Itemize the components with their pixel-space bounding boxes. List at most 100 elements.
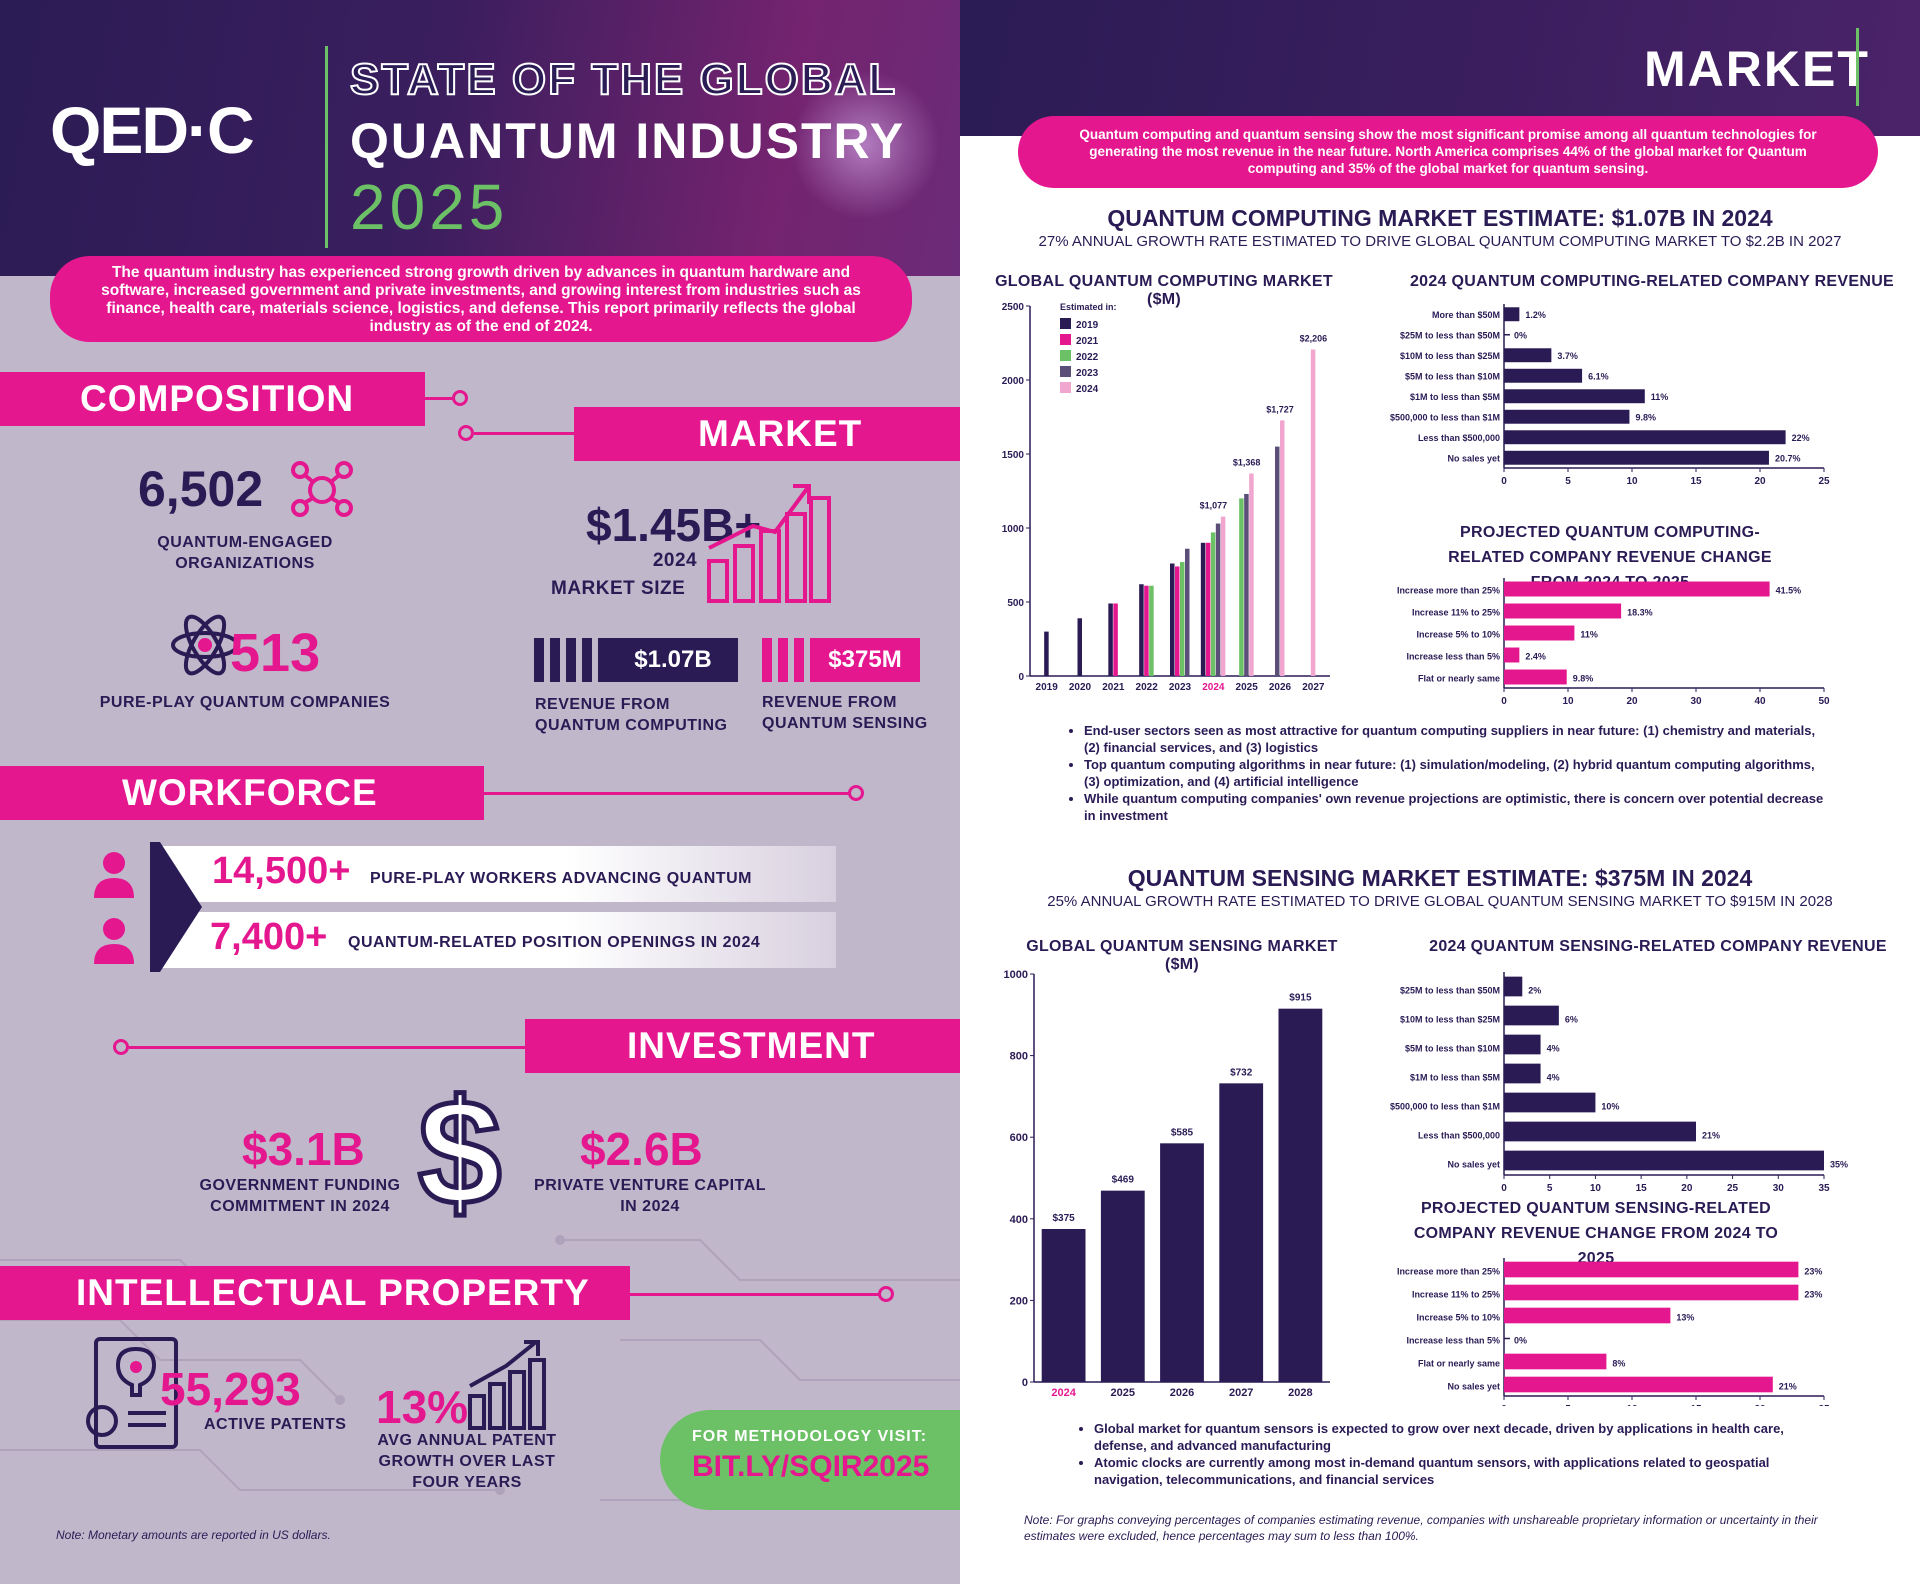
data-label: 11% [1580,629,1598,639]
qc-market-chart-title: GLOBAL QUANTUM COMPUTING MARKET ($M) [995,273,1333,308]
data-label: $469 [1112,1175,1135,1186]
data-label: 23% [1804,1289,1822,1299]
patent-icon [86,1337,178,1449]
data-label: 0% [1514,1335,1527,1345]
bar [1504,307,1520,322]
y-tick-label: 1500 [1002,450,1025,461]
x-tick-label: 0 [1501,1404,1507,1406]
category-label: Increase less than 5% [1406,1335,1500,1345]
data-label: 4% [1547,1043,1560,1053]
qc-section-title: QUANTUM COMPUTING MARKET ESTIMATE: $1.07… [1107,205,1773,231]
x-tick-label: 2027 [1229,1387,1253,1399]
left-note: Note: Monetary amounts are reported in U… [56,1528,331,1542]
qs-revenue-label: REVENUE FROM QUANTUM SENSING [762,694,928,732]
data-label: 35% [1830,1159,1848,1169]
bar [1504,647,1520,663]
qs-bullet: Global market for quantum sensors is exp… [1094,1420,1838,1454]
dollar-icon: $ [415,1068,503,1236]
bar [1205,542,1211,676]
patent-growth-value: 13% [376,1381,469,1433]
legend-swatch [1060,382,1071,393]
orgs-value: 6,502 [138,461,264,517]
category-label: Flat or nearly same [1418,1358,1500,1368]
category-label: $1M to less than $5M [1410,392,1500,402]
qc-bullet: While quantum computing companies' own r… [1084,790,1828,824]
bar [1077,618,1082,676]
bar [1504,581,1770,597]
patents-value: 55,293 [160,1363,301,1415]
bar [1504,1063,1541,1084]
header-divider [325,46,328,248]
category-label: Increase 5% to 10% [1416,1312,1500,1322]
category-label: $25M to less than $50M [1400,985,1500,995]
x-tick-label: 0 [1501,1183,1507,1194]
qc-bullet-list: End-user sectors seen as most attractive… [1068,722,1828,824]
bar [1200,542,1206,676]
data-label: 18.3% [1627,607,1653,617]
workers-row [160,846,836,902]
title-line2: QUANTUM INDUSTRY [350,113,906,169]
y-tick-label: 500 [1007,598,1024,609]
qc-bullet: End-user sectors seen as most attractive… [1084,722,1828,756]
data-label: 41.5% [1776,585,1802,595]
qc-market-chart: 0 500 1000 1500 2000 2500 2019 2020 2021 2022 2023… [1002,302,1330,693]
x-tick-label: 30 [1690,696,1702,707]
data-label: 9.8% [1635,413,1656,423]
vc-value: $2.6B [580,1123,703,1175]
x-tick-label: 2026 [1269,682,1292,693]
category-label: Increase 11% to 25% [1412,607,1500,617]
y-tick-label: 400 [1010,1214,1028,1226]
legend-label: 2024 [1076,384,1099,395]
vc-label: PRIVATE VENTURE CAPITAL IN 2024 [534,1177,766,1215]
bar [1185,548,1190,676]
chevron-decor [150,842,202,972]
bar [1504,1092,1596,1113]
x-tick-label: 5 [1565,1404,1571,1406]
qs-company-revenue-title: 2024 QUANTUM SENSING-RELATED COMPANY REV… [1429,938,1887,955]
bar [1504,450,1769,465]
category-label: $10M to less than $25M [1400,351,1500,361]
infographic-left-panel: QED·C STATE OF THE GLOBAL QUANTUM INDUST… [0,0,960,1584]
bar [1215,523,1221,676]
bar [1504,1284,1799,1301]
data-label: $2,206 [1300,334,1328,344]
x-tick-label: 0 [1501,476,1507,487]
x-tick-label: 20 [1626,696,1638,707]
category-label: More than $50M [1432,310,1500,320]
bar [1100,1190,1145,1382]
bar [1504,976,1523,997]
ip-heading: INTELLECTUAL PROPERTY [0,1266,630,1320]
qc-projected-change-chart: 0 10 20 30 40 50 Increase more than 25% 41.5% In… [1397,578,1830,707]
legend-swatch [1060,350,1071,361]
person-icon [94,918,134,964]
x-tick-label: 2024 [1202,682,1225,693]
openings-row [160,912,836,968]
category-label: Increase 11% to 25% [1412,1289,1500,1299]
data-label: 2% [1528,985,1541,995]
data-label: 4% [1547,1072,1560,1082]
person-icon [94,852,134,898]
x-tick-label: 20 [1754,1404,1766,1406]
qc-company-revenue-chart: 0 5 10 15 20 25 More than $50M 1.2% $25M to less… [1390,304,1830,487]
category-label: Increase 5% to 10% [1416,629,1500,639]
data-label: 6% [1565,1014,1578,1024]
methodology-url[interactable]: BIT.LY/SQIR2025 [692,1450,930,1483]
bar [1280,420,1285,676]
workforce-heading: WORKFORCE [0,766,484,820]
bar [1504,389,1645,404]
x-tick-label: 20 [1681,1183,1693,1194]
category-label: $10M to less than $25M [1400,1014,1500,1024]
data-label: $915 [1289,993,1312,1004]
bar [1108,603,1113,676]
x-tick-label: 2023 [1169,682,1192,693]
methodology-link[interactable]: FOR METHODOLOGY VISIT: BIT.LY/SQIR2025 [660,1410,960,1510]
header-banner: QED·C STATE OF THE GLOBAL QUANTUM INDUST… [0,0,960,276]
x-tick-label: 10 [1590,1183,1602,1194]
qc-section-subtitle: 27% ANNUAL GROWTH RATE ESTIMATED TO DRIV… [1038,233,1842,250]
bar [1180,562,1185,676]
glow-orb [790,70,940,220]
x-tick-label: 2019 [1036,682,1059,693]
category-label: Increase less than 5% [1406,651,1500,661]
investment-heading: INVESTMENT [525,1019,960,1073]
bar [1504,603,1622,619]
